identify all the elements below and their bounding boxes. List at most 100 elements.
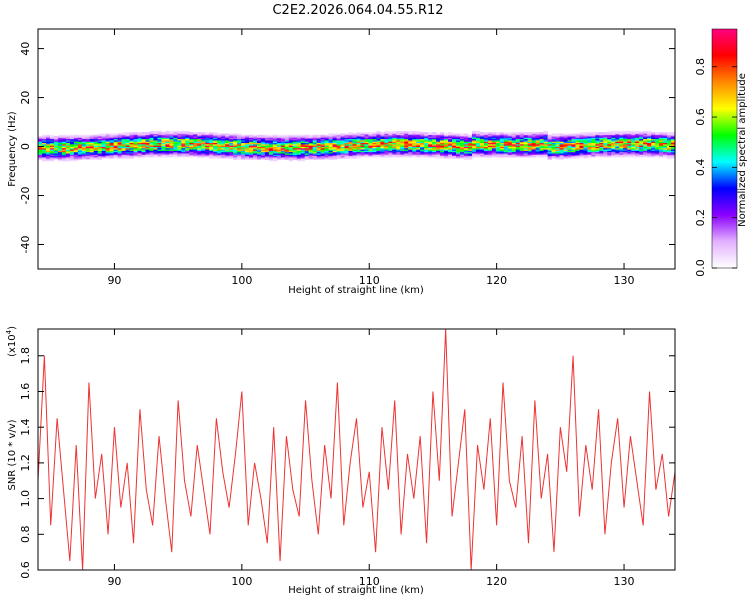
- heatmap-cell: [129, 151, 134, 154]
- heatmap-cell: [515, 149, 521, 151]
- heatmap-cell: [432, 140, 437, 142]
- heatmap-cell: [384, 140, 389, 142]
- heatmap-cell: [420, 147, 425, 150]
- heatmap-cell: [260, 137, 266, 140]
- heatmap-cell: [157, 154, 162, 157]
- heatmap-cell: [149, 136, 154, 138]
- heatmap-cell: [643, 143, 648, 146]
- heatmap-cell: [185, 154, 190, 157]
- heatmap-cell: [149, 149, 154, 151]
- heatmap-cell: [663, 145, 668, 147]
- heatmap-cell: [499, 141, 505, 144]
- heatmap-cell: [233, 143, 238, 146]
- heatmap-cell: [252, 147, 258, 150]
- heatmap-cell: [519, 143, 525, 146]
- heatmap-cell: [272, 155, 278, 158]
- heatmap-cell: [276, 157, 282, 159]
- heatmap-cell: [304, 155, 310, 158]
- heatmap-cell: [288, 157, 294, 159]
- heatmap-cell: [101, 146, 107, 149]
- heatmap-cell: [531, 143, 537, 146]
- heatmap-cell: [89, 141, 95, 144]
- heatmap-cell: [396, 138, 401, 141]
- heatmap-cell: [460, 155, 465, 158]
- heatmap-cell: [49, 150, 55, 153]
- heatmap-cell: [463, 151, 469, 154]
- heatmap-cell: [316, 146, 322, 149]
- heatmap-cell: [97, 158, 103, 161]
- heatmap-cell: [440, 155, 445, 158]
- heatmap-cell: [113, 140, 119, 142]
- heatmap-cell: [328, 140, 334, 142]
- heatmap-cell: [563, 138, 568, 141]
- heatmap-cell: [332, 140, 337, 142]
- heatmap-cell: [392, 153, 397, 155]
- heatmap-cell: [463, 155, 469, 158]
- heatmap-cell: [181, 145, 186, 147]
- heatmap-cell: [38, 143, 43, 146]
- heatmap-cell: [471, 150, 477, 153]
- heatmap-cell: [284, 145, 290, 147]
- colorbar-tick-label: 0.6: [694, 108, 707, 126]
- heatmap-cell: [436, 143, 441, 146]
- heatmap-cell: [483, 136, 489, 138]
- heatmap-cell: [157, 136, 162, 138]
- heatmap-cell: [77, 143, 83, 146]
- heatmap-cell: [671, 142, 675, 145]
- heatmap-cell: [663, 140, 668, 142]
- heatmap-cell: [364, 149, 369, 151]
- heatmap-cell: [229, 149, 234, 151]
- heatmap-cell: [49, 153, 55, 155]
- heatmap-cell: [404, 146, 409, 149]
- heatmap-cell: [41, 146, 47, 149]
- heatmap-cell: [229, 138, 234, 141]
- heatmap-cell: [133, 147, 138, 150]
- heatmap-cell: [49, 141, 55, 144]
- heatmap-cell: [444, 142, 449, 145]
- heatmap-cell: [412, 132, 417, 134]
- heatmap-cell: [332, 147, 337, 150]
- heatmap-cell: [396, 140, 401, 142]
- heatmap-cell: [53, 146, 59, 149]
- heatmap-cell: [388, 147, 393, 150]
- heatmap-cell: [627, 141, 632, 144]
- heatmap-cell: [384, 138, 389, 141]
- heatmap-cell: [117, 137, 123, 140]
- heatmap-cell: [432, 146, 437, 149]
- heatmap-cell: [456, 140, 461, 142]
- heatmap-cell: [288, 141, 294, 144]
- heatmap-cell: [181, 134, 186, 137]
- heatmap-cell: [65, 154, 71, 157]
- heatmap-cell: [400, 142, 405, 145]
- heatmap-cell: [268, 149, 274, 151]
- heatmap-cell: [603, 154, 608, 157]
- heatmap-cell: [639, 137, 644, 140]
- heatmap-cell: [663, 149, 668, 151]
- heatmap-cell: [563, 145, 568, 147]
- heatmap-cell: [519, 133, 525, 136]
- y-tick-label: 0.6: [19, 561, 32, 579]
- heatmap-cell: [53, 145, 59, 147]
- heatmap-cell: [479, 145, 485, 147]
- heatmap-cell: [45, 145, 51, 147]
- heatmap-cell: [396, 146, 401, 149]
- heatmap-cell: [523, 142, 529, 145]
- heatmap-cell: [428, 145, 433, 147]
- heatmap-cell: [452, 149, 457, 151]
- heatmap-cell: [241, 140, 246, 142]
- heatmap-cell: [328, 154, 334, 157]
- heatmap-cell: [667, 132, 672, 134]
- heatmap-cell: [467, 142, 473, 145]
- heatmap-cell: [595, 153, 600, 155]
- heatmap-cell: [671, 147, 675, 150]
- heatmap-cell: [316, 141, 322, 144]
- heatmap-cell: [264, 137, 270, 140]
- heatmap-cell: [396, 147, 401, 150]
- heatmap-cell: [356, 140, 361, 142]
- heatmap-cell: [169, 143, 174, 146]
- heatmap-cell: [85, 141, 91, 144]
- y-tick-label: 20: [19, 91, 32, 105]
- heatmap-cell: [324, 134, 330, 137]
- heatmap-cell: [101, 138, 107, 141]
- heatmap-cell: [117, 133, 123, 136]
